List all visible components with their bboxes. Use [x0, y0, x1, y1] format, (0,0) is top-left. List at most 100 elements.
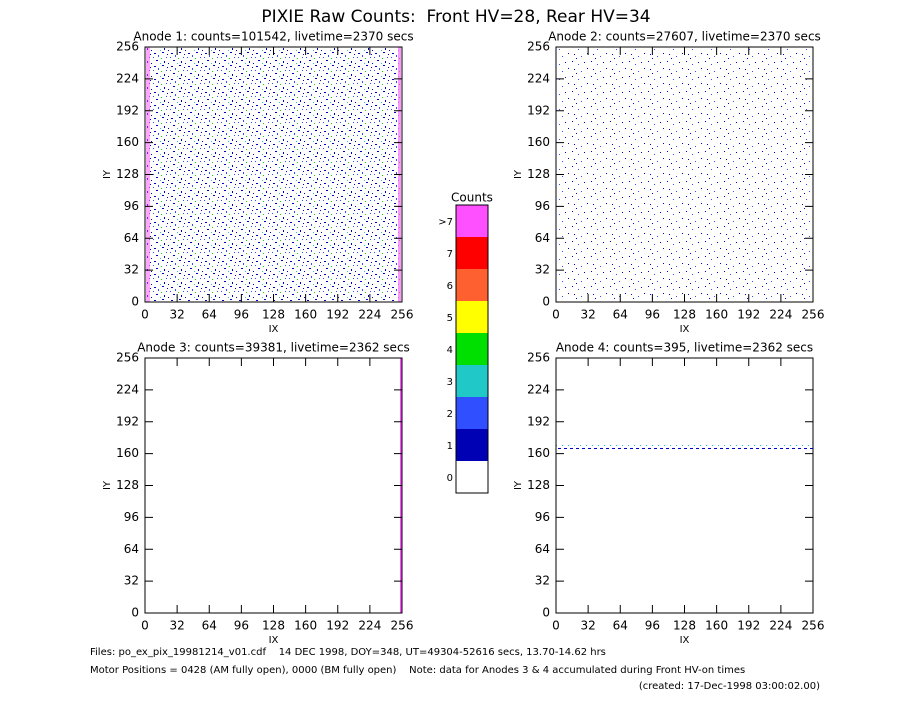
- x-tick-label: 160: [705, 308, 728, 322]
- y-tick-label: 96: [124, 199, 139, 213]
- colorbar-swatch: [456, 333, 488, 365]
- colorbar-label: 7: [447, 249, 453, 260]
- y-tick-label: 224: [116, 382, 139, 396]
- image-texture: [147, 48, 400, 301]
- y-tick-label: 160: [116, 446, 139, 460]
- y-tick-label: 224: [116, 71, 139, 85]
- x-tick-label: 192: [326, 308, 349, 322]
- y-tick-label: 0: [542, 295, 550, 309]
- x-tick-label: 128: [673, 619, 696, 633]
- x-tick-label: 0: [141, 619, 149, 633]
- y-tick-label: 224: [527, 382, 550, 396]
- page-title: PIXIE Raw Counts: Front HV=28, Rear HV=3…: [261, 7, 650, 27]
- y-tick-label: 32: [124, 574, 139, 588]
- plot-frame: [555, 357, 814, 614]
- image-texture: [556, 445, 813, 449]
- y-tick-label: 128: [116, 167, 139, 181]
- colorbar-label: 4: [447, 345, 453, 356]
- panel-title: Anode 4: counts=395, livetime=2362 secs: [556, 341, 813, 355]
- x-tick-label: 224: [358, 308, 381, 322]
- x-tick-label: 160: [294, 308, 317, 322]
- y-axis-label: IY: [102, 480, 113, 490]
- colorbar-label: 3: [447, 377, 453, 388]
- x-tick-label: 224: [769, 619, 792, 633]
- y-tick-label: 64: [124, 231, 139, 245]
- x-tick-label: 96: [645, 308, 660, 322]
- x-tick-label: 32: [580, 619, 595, 633]
- y-tick-label: 192: [116, 103, 139, 117]
- colorbar-swatch: [456, 397, 488, 429]
- x-tick-label: 32: [580, 308, 595, 322]
- colorbar-swatch: [456, 365, 488, 397]
- y-tick-label: 160: [527, 446, 550, 460]
- x-tick-label: 96: [234, 308, 249, 322]
- colorbar-swatch: [456, 237, 488, 269]
- x-tick-label: 192: [737, 308, 760, 322]
- y-tick-label: 64: [535, 542, 550, 556]
- colorbar-label: 5: [447, 313, 453, 324]
- panel-title: Anode 1: counts=101542, livetime=2370 se…: [133, 30, 413, 44]
- x-tick-label: 0: [552, 308, 560, 322]
- x-tick-label: 0: [552, 619, 560, 633]
- x-tick-label: 160: [294, 619, 317, 633]
- footer-created: (created: 17-Dec-1998 03:00:02.00): [639, 681, 820, 692]
- x-tick-label: 256: [802, 619, 825, 633]
- colorbar-frame: [455, 204, 489, 494]
- y-tick-label: 256: [527, 351, 550, 365]
- y-tick-label: 96: [124, 510, 139, 524]
- x-tick-label: 32: [169, 308, 184, 322]
- y-tick-label: 32: [535, 263, 550, 277]
- y-tick-label: 128: [527, 478, 550, 492]
- colorbar-label: >7: [438, 217, 453, 228]
- y-tick-label: 64: [535, 231, 550, 245]
- y-tick-label: 256: [116, 40, 139, 54]
- x-tick-label: 64: [613, 308, 628, 322]
- x-tick-label: 224: [769, 308, 792, 322]
- y-axis-label: IY: [513, 169, 524, 179]
- x-tick-label: 128: [262, 619, 285, 633]
- y-tick-label: 256: [116, 351, 139, 365]
- x-tick-label: 256: [391, 308, 414, 322]
- y-tick-label: 128: [116, 478, 139, 492]
- colorbar-label: 2: [447, 409, 453, 420]
- y-tick-label: 128: [527, 167, 550, 181]
- x-tick-label: 256: [391, 619, 414, 633]
- x-tick-label: 224: [358, 619, 381, 633]
- x-tick-label: 64: [202, 308, 217, 322]
- colorbar-swatch: [456, 461, 488, 493]
- x-tick-label: 0: [141, 308, 149, 322]
- y-tick-label: 192: [527, 103, 550, 117]
- colorbar-title: Counts: [451, 191, 493, 205]
- x-tick-label: 256: [802, 308, 825, 322]
- y-tick-label: 0: [542, 606, 550, 620]
- colorbar-label: 6: [447, 281, 453, 292]
- y-tick-label: 160: [527, 135, 550, 149]
- y-tick-label: 32: [535, 574, 550, 588]
- y-tick-label: 256: [527, 40, 550, 54]
- y-tick-label: 224: [527, 71, 550, 85]
- y-tick-label: 0: [131, 606, 139, 620]
- x-tick-label: 160: [705, 619, 728, 633]
- x-tick-label: 192: [737, 619, 760, 633]
- y-tick-label: 192: [527, 414, 550, 428]
- colorbar-swatch: [456, 429, 488, 461]
- x-axis-label: IX: [269, 635, 279, 646]
- x-tick-label: 64: [613, 619, 628, 633]
- x-tick-label: 128: [262, 308, 285, 322]
- x-tick-label: 96: [645, 619, 660, 633]
- colorbar-swatch: [456, 301, 488, 333]
- colorbar-label: 1: [447, 441, 453, 452]
- y-tick-label: 96: [535, 510, 550, 524]
- panel-title: Anode 2: counts=27607, livetime=2370 sec…: [548, 30, 821, 44]
- y-tick-label: 160: [116, 135, 139, 149]
- x-tick-label: 128: [673, 308, 696, 322]
- image-texture: [558, 48, 811, 301]
- x-tick-label: 96: [234, 619, 249, 633]
- footer-motor: Motor Positions = 0428 (AM fully open), …: [90, 665, 745, 676]
- x-tick-label: 192: [326, 619, 349, 633]
- panel-title: Anode 3: counts=39381, livetime=2362 sec…: [137, 341, 410, 355]
- y-axis-label: IY: [513, 480, 524, 490]
- x-tick-label: 32: [169, 619, 184, 633]
